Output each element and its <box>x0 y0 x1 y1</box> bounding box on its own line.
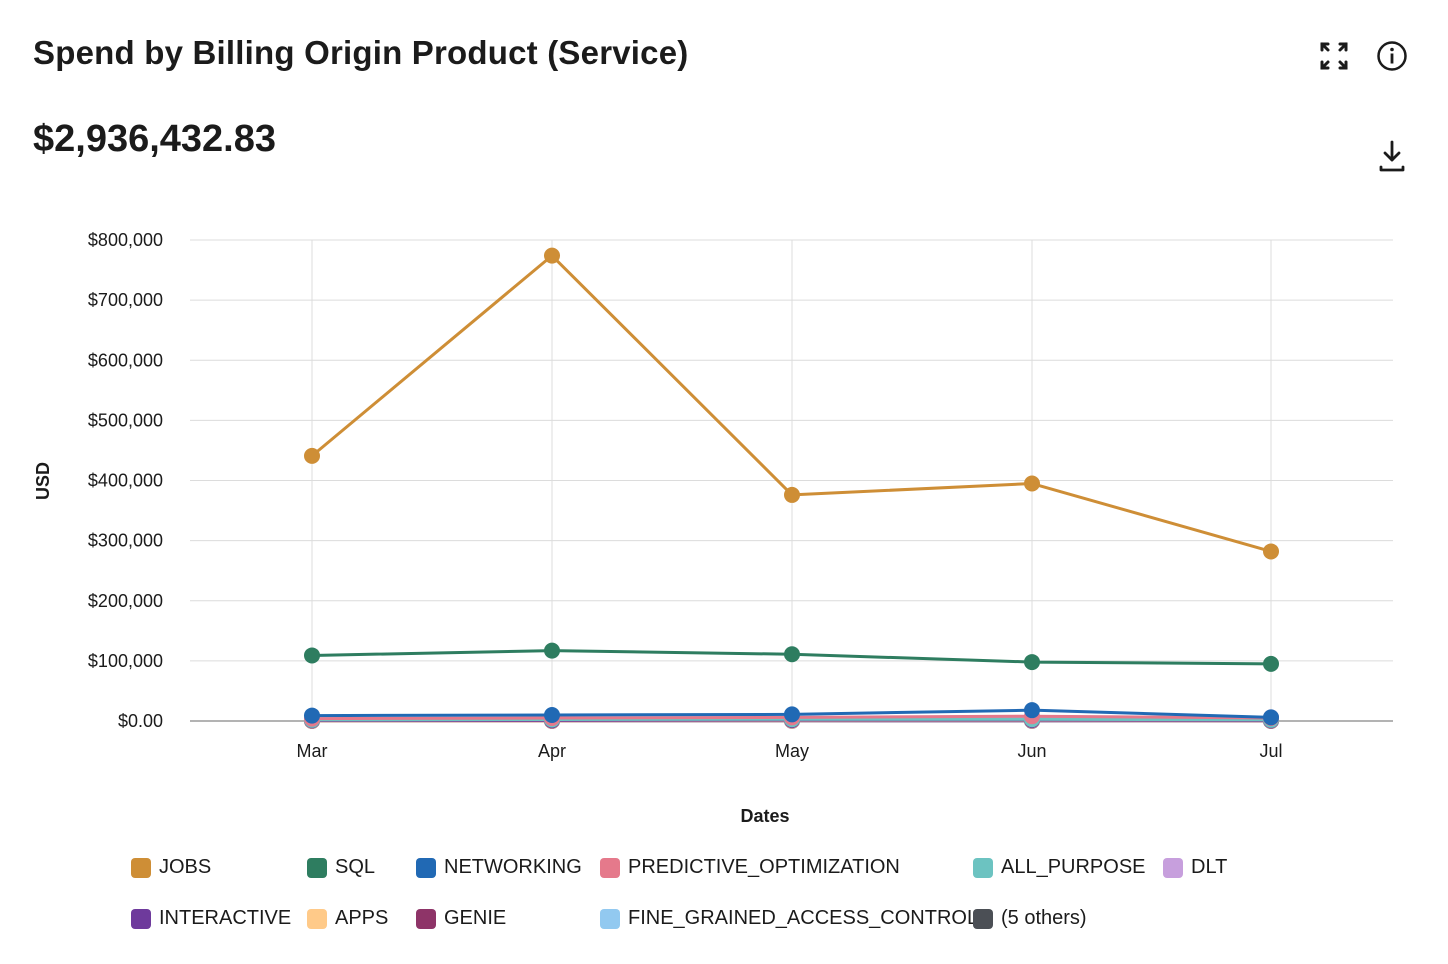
data-point[interactable] <box>544 706 560 723</box>
data-point[interactable] <box>1263 709 1279 726</box>
legend-item[interactable]: SQL <box>307 856 375 879</box>
data-point[interactable] <box>544 642 560 659</box>
y-tick-label: $100,000 <box>88 651 163 671</box>
legend-label: INTERACTIVE <box>159 907 292 929</box>
legend-item[interactable]: APPS <box>307 907 388 930</box>
series-jobs <box>304 247 1279 560</box>
x-tick-label: Jun <box>1017 741 1046 761</box>
legend-item[interactable]: INTERACTIVE <box>131 907 291 930</box>
x-tick-label: Mar <box>297 741 328 761</box>
legend-item[interactable]: JOBS <box>131 856 211 879</box>
legend-swatch <box>131 857 151 878</box>
legend-swatch <box>416 908 436 929</box>
legend-label: GENIE <box>444 907 507 929</box>
y-tick-label: $500,000 <box>88 410 163 430</box>
y-tick-label: $700,000 <box>88 290 163 310</box>
x-tick-label: Jul <box>1259 741 1282 761</box>
legend-label: APPS <box>335 907 389 929</box>
legend-label: SQL <box>335 856 376 878</box>
info-button[interactable] <box>1374 38 1410 74</box>
legend-swatch <box>1163 857 1183 878</box>
data-point[interactable] <box>784 486 800 503</box>
y-tick-label: $200,000 <box>88 591 163 611</box>
legend-label: NETWORKING <box>444 856 582 878</box>
x-tick-label: Apr <box>538 741 566 761</box>
legend-swatch <box>600 908 620 929</box>
legend-swatch <box>307 857 327 878</box>
chart-legend: JOBS SQL NETWORKING PREDICTIVE_OPTIMIZATION… <box>0 850 1448 960</box>
data-point[interactable] <box>784 706 800 723</box>
legend-swatch <box>973 857 993 878</box>
legend-label: FINE_GRAINED_ACCESS_CONTROL <box>628 907 979 929</box>
expand-icon <box>1320 42 1348 70</box>
legend-label: (5 others) <box>1001 907 1087 929</box>
info-icon <box>1377 41 1407 71</box>
legend-item[interactable]: NETWORKING <box>416 856 582 879</box>
download-button[interactable] <box>1374 138 1410 174</box>
data-point[interactable] <box>784 646 800 663</box>
y-tick-label: $800,000 <box>88 230 163 250</box>
legend-item[interactable]: DLT <box>1163 856 1227 879</box>
data-point[interactable] <box>1024 475 1040 492</box>
data-point[interactable] <box>1263 655 1279 672</box>
legend-label: DLT <box>1191 856 1228 878</box>
legend-label: JOBS <box>159 856 212 878</box>
data-point[interactable] <box>1024 654 1040 671</box>
legend-item[interactable]: FINE_GRAINED_ACCESS_CONTROL <box>600 907 978 930</box>
y-tick-label: $0.00 <box>118 711 163 731</box>
data-point[interactable] <box>1263 543 1279 560</box>
data-point[interactable] <box>1024 702 1040 719</box>
legend-swatch <box>973 908 993 929</box>
expand-button[interactable] <box>1316 38 1352 74</box>
legend-swatch <box>600 857 620 878</box>
legend-swatch <box>416 857 436 878</box>
y-tick-label: $300,000 <box>88 531 163 551</box>
series-networking <box>304 702 1279 726</box>
legend-item[interactable]: (5 others) <box>973 907 1087 930</box>
data-point[interactable] <box>304 447 320 464</box>
line-chart: $0.00 $100,000 $200,000 $300,000 $400,000 $50… <box>33 230 1393 826</box>
legend-swatch <box>307 908 327 929</box>
x-axis-title: Dates <box>740 806 789 826</box>
legend-item[interactable]: ALL_PURPOSE <box>973 856 1146 879</box>
legend-label: ALL_PURPOSE <box>1001 856 1146 878</box>
series-sql <box>304 642 1279 672</box>
y-tick-label: $600,000 <box>88 350 163 370</box>
legend-item[interactable]: PREDICTIVE_OPTIMIZATION <box>600 856 900 879</box>
data-point[interactable] <box>304 707 320 724</box>
y-tick-label: $400,000 <box>88 471 163 491</box>
data-point[interactable] <box>544 247 560 264</box>
chart-title: Spend by Billing Origin Product (Service… <box>33 34 689 71</box>
y-axis-title: USD <box>33 462 53 500</box>
legend-item[interactable]: GENIE <box>416 907 506 930</box>
legend-label: PREDICTIVE_OPTIMIZATION <box>628 856 900 878</box>
download-icon <box>1379 140 1405 172</box>
data-point[interactable] <box>304 647 320 664</box>
legend-swatch <box>131 908 151 929</box>
x-tick-label: May <box>775 741 809 761</box>
total-spend-value: $2,936,432.83 <box>33 118 277 160</box>
